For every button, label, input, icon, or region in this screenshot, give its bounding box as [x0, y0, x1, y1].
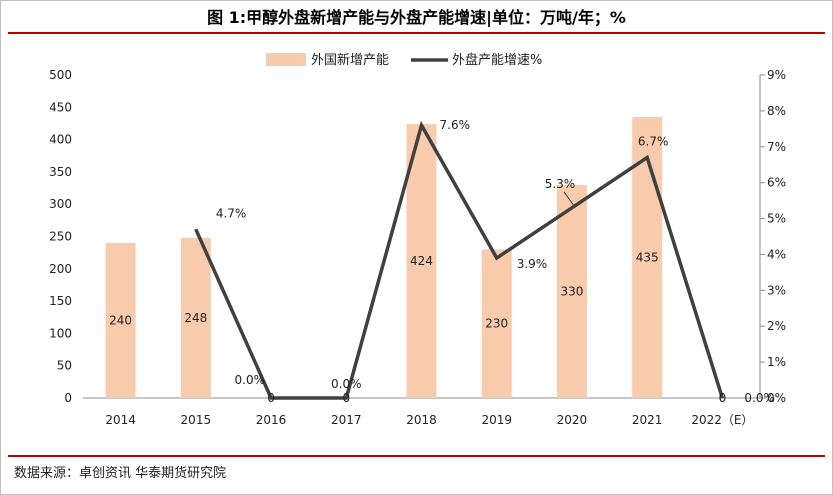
- bar: [105, 242, 136, 398]
- line-point: [646, 157, 648, 159]
- line-value-label: 5.3%: [545, 177, 576, 191]
- x-tick-label: 2017: [331, 413, 362, 427]
- y-left-tick-label: 50: [57, 359, 72, 373]
- line-point: [270, 397, 272, 399]
- bar: [180, 237, 211, 398]
- x-tick-label: 2020: [557, 413, 588, 427]
- bar: [406, 124, 437, 398]
- source-rule: [8, 455, 825, 457]
- bar-value-label: 0: [719, 391, 727, 405]
- line-point: [496, 257, 498, 259]
- legend-swatch-bar: [266, 53, 306, 66]
- line-path: [194, 120, 725, 400]
- x-tick-label: 2014: [105, 413, 136, 427]
- line-value-label: 0.0%: [331, 377, 362, 391]
- y-right-tick-label: 0%: [767, 391, 786, 405]
- line-value-label: 4.7%: [216, 206, 247, 220]
- bar-value-label: 0: [342, 391, 350, 405]
- bar: [481, 249, 512, 398]
- bar-value-label: 240: [109, 313, 132, 327]
- legend-label-bar: 外国新增产能: [311, 52, 389, 68]
- bar-value-label: 435: [636, 250, 659, 264]
- bar-value-label: 424: [410, 254, 433, 268]
- x-tick-label: 2016: [256, 413, 287, 427]
- y-right-tick-label: 7%: [767, 140, 786, 154]
- y-left-tick-label: 350: [49, 165, 72, 179]
- data-labels: 240 248 0 0 424 230 330 435 0 4.7% 0.0% 0.0% 7.6% 3.9…: [109, 118, 775, 405]
- y-left-tick-label: 100: [49, 326, 72, 340]
- y-right-tick-label: 2%: [767, 319, 786, 333]
- y-right-tick-label: 1%: [767, 355, 786, 369]
- line-point: [345, 397, 347, 399]
- y-left-tick-label: 150: [49, 294, 72, 308]
- line-value-label: 3.9%: [517, 257, 548, 271]
- y-right-tick-label: 5%: [767, 212, 786, 226]
- y-left-tick-label: 500: [49, 68, 72, 82]
- y-left-tick-label: 450: [49, 100, 72, 114]
- line-point: [721, 397, 723, 399]
- x-tick-label: 2022（E）: [691, 413, 753, 427]
- x-tick-label: 2019: [481, 413, 512, 427]
- y-left-tick-label: 200: [49, 262, 72, 276]
- line-value-label: 0.0%: [235, 373, 266, 387]
- source-note: 数据来源：卓创资讯 华泰期货研究院: [14, 466, 227, 481]
- legend: 外国新增产能 外盘产能增速%: [266, 52, 542, 68]
- y-right-tick-label: 4%: [767, 247, 786, 261]
- y-right-tick-label: 3%: [767, 283, 786, 297]
- x-tick-label: 2015: [181, 413, 212, 427]
- line-point: [195, 228, 197, 230]
- legend-label-line: 外盘产能增速%: [452, 52, 542, 68]
- y-left-tick-label: 300: [49, 197, 72, 211]
- bar-value-label: 330: [560, 284, 583, 298]
- y-left-tick-label: 400: [49, 133, 72, 147]
- line-value-label: 7.6%: [440, 118, 471, 132]
- bar-series: [105, 116, 663, 399]
- line-point: [421, 124, 422, 126]
- line-series: [194, 120, 725, 400]
- title-rule: [8, 32, 825, 34]
- x-tick-label: 2018: [406, 413, 437, 427]
- line-value-label: 0.0%: [744, 391, 775, 405]
- bar-value-label: 230: [485, 317, 508, 331]
- y-right-tick-label: 9%: [767, 68, 786, 82]
- x-tick-label: 2021: [632, 413, 663, 427]
- bar-value-label: 0: [267, 391, 275, 405]
- bar-value-label: 248: [184, 311, 207, 325]
- line-point: [571, 207, 573, 209]
- label-leader-line: [563, 191, 575, 207]
- y-left-tick-label: 250: [49, 230, 72, 244]
- y-right-tick-label: 6%: [767, 176, 786, 190]
- line-value-label: 6.7%: [638, 135, 669, 149]
- bar: [556, 184, 587, 398]
- y-left-tick-label: 0: [64, 391, 72, 405]
- chart-title: 图 1:甲醇外盘新增产能与外盘产能增速|单位：万吨/年；%: [207, 8, 626, 27]
- y-right-tick-label: 8%: [767, 104, 786, 118]
